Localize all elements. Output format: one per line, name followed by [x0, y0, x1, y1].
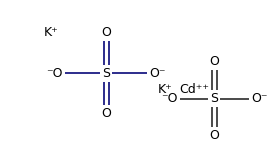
Text: O⁻: O⁻: [251, 92, 268, 105]
Text: O: O: [210, 129, 219, 142]
Text: ⁻O: ⁻O: [161, 92, 178, 105]
Text: ⁻O: ⁻O: [47, 67, 63, 80]
Text: K⁺: K⁺: [158, 83, 173, 96]
Text: S: S: [102, 67, 110, 80]
Text: O: O: [101, 107, 111, 120]
Text: K⁺: K⁺: [44, 26, 58, 39]
Text: Cd⁺⁺: Cd⁺⁺: [180, 83, 210, 96]
Text: O: O: [101, 26, 111, 39]
Text: S: S: [210, 92, 218, 105]
Text: O: O: [210, 55, 219, 68]
Text: O⁻: O⁻: [150, 67, 166, 80]
